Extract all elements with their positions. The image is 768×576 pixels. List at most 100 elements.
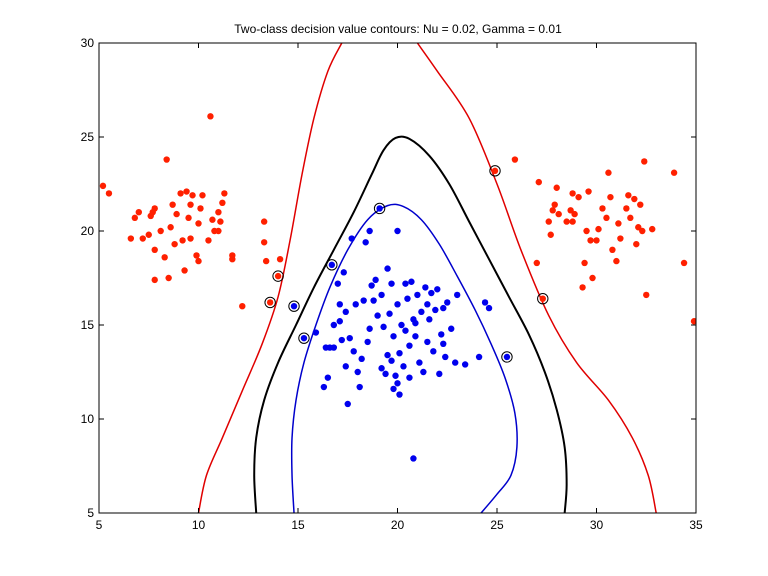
data-point-series-1-62 bbox=[434, 286, 441, 293]
data-point-series-0-92 bbox=[641, 158, 648, 165]
data-point-series-0-73 bbox=[589, 274, 596, 282]
data-point-series-1-30 bbox=[378, 291, 385, 299]
data-point-series-1-82 bbox=[394, 380, 401, 387]
support-vector-ring-4 bbox=[326, 259, 338, 271]
support-vector-ring-0 bbox=[264, 296, 276, 309]
data-point-series-1-21 bbox=[360, 297, 367, 304]
data-point-series-0-27 bbox=[189, 192, 196, 199]
data-point-series-1-47 bbox=[406, 342, 413, 349]
data-point-series-1-13 bbox=[342, 363, 349, 370]
data-point-series-1-86 bbox=[440, 340, 447, 347]
x-tick-label-5: 30 bbox=[590, 518, 604, 532]
data-point-series-0-46 bbox=[260, 239, 268, 246]
data-point-series-1-27 bbox=[372, 276, 379, 284]
points-layer bbox=[99, 113, 696, 462]
data-point-series-0-76 bbox=[599, 205, 606, 212]
data-point-series-1-41 bbox=[396, 350, 403, 357]
data-point-series-0-43 bbox=[229, 252, 236, 259]
data-point-series-1-63 bbox=[436, 370, 443, 378]
data-point-series-1-18 bbox=[350, 348, 357, 355]
data-point-series-1-85 bbox=[424, 301, 431, 308]
contours-layer bbox=[197, 43, 657, 513]
data-point-series-0-83 bbox=[617, 235, 624, 242]
data-point-series-1-4 bbox=[324, 374, 332, 381]
data-point-series-1-54 bbox=[418, 308, 425, 316]
data-point-series-1-3 bbox=[320, 383, 328, 391]
data-point-series-0-22 bbox=[181, 267, 188, 274]
data-point-series-0-61 bbox=[555, 210, 562, 218]
data-point-series-0-23 bbox=[183, 188, 190, 195]
data-point-series-1-24 bbox=[366, 227, 373, 235]
data-point-series-0-86 bbox=[627, 214, 634, 222]
y-tick-label-5: 30 bbox=[81, 36, 95, 50]
data-point-series-1-70 bbox=[454, 291, 461, 299]
data-point-series-0-71 bbox=[585, 188, 592, 195]
data-point-series-1-11 bbox=[338, 336, 345, 344]
data-point-series-1-25 bbox=[368, 282, 375, 289]
data-point-series-0-54 bbox=[535, 178, 542, 186]
data-point-series-0-38 bbox=[215, 209, 222, 216]
data-point-series-1-51 bbox=[412, 333, 419, 340]
data-point-series-0-0 bbox=[99, 182, 107, 190]
data-point-series-0-13 bbox=[161, 254, 168, 261]
data-point-series-0-20 bbox=[177, 190, 184, 197]
y-tick-label-1: 10 bbox=[81, 412, 95, 426]
data-point-series-0-70 bbox=[583, 227, 590, 235]
data-point-series-1-71 bbox=[461, 361, 469, 368]
data-point-series-0-16 bbox=[167, 224, 174, 231]
data-point-series-0-10 bbox=[151, 246, 158, 253]
data-point-series-1-81 bbox=[388, 357, 395, 364]
data-point-series-1-7 bbox=[330, 344, 338, 351]
data-point-series-0-17 bbox=[169, 201, 176, 208]
data-point-series-0-84 bbox=[623, 205, 630, 212]
data-point-series-0-51 bbox=[491, 167, 499, 175]
data-point-series-1-35 bbox=[388, 280, 395, 287]
data-point-series-0-26 bbox=[187, 235, 194, 242]
data-point-series-0-77 bbox=[603, 214, 610, 222]
data-point-series-1-66 bbox=[442, 353, 449, 361]
data-point-series-1-48 bbox=[408, 278, 415, 285]
data-point-series-1-46 bbox=[404, 295, 411, 302]
data-point-series-0-48 bbox=[266, 299, 274, 306]
data-point-series-1-53 bbox=[416, 359, 423, 366]
data-point-series-0-75 bbox=[595, 225, 602, 233]
data-point-series-1-6 bbox=[328, 261, 336, 269]
data-point-series-0-65 bbox=[569, 218, 576, 225]
support-vector-ring-3 bbox=[298, 332, 310, 344]
data-point-series-1-38 bbox=[392, 372, 399, 379]
data-point-series-1-52 bbox=[414, 291, 421, 299]
x-tick-label-4: 25 bbox=[490, 518, 504, 532]
data-point-series-1-19 bbox=[354, 368, 361, 376]
data-point-series-0-57 bbox=[547, 231, 554, 238]
data-point-series-0-89 bbox=[635, 224, 642, 231]
data-point-series-0-19 bbox=[173, 210, 180, 218]
data-point-series-1-1 bbox=[300, 334, 308, 342]
data-point-series-1-68 bbox=[448, 325, 455, 332]
data-point-series-0-21 bbox=[179, 237, 186, 244]
y-tick-label-4: 25 bbox=[81, 130, 95, 144]
y-tick-label-0: 5 bbox=[87, 506, 94, 520]
data-point-series-1-12 bbox=[340, 269, 347, 276]
plot-background bbox=[99, 43, 696, 513]
data-point-series-0-15 bbox=[165, 274, 172, 282]
data-point-series-0-81 bbox=[613, 257, 620, 265]
data-point-series-0-39 bbox=[217, 218, 224, 225]
data-point-series-0-12 bbox=[157, 227, 164, 235]
data-point-series-1-78 bbox=[356, 383, 363, 391]
data-point-series-1-22 bbox=[362, 239, 369, 246]
x-tick-label-6: 35 bbox=[689, 518, 703, 532]
data-point-series-1-44 bbox=[400, 363, 407, 370]
data-point-series-0-6 bbox=[145, 231, 152, 238]
data-point-series-1-73 bbox=[481, 299, 489, 306]
data-point-series-1-31 bbox=[380, 323, 387, 331]
data-point-series-1-69 bbox=[452, 359, 459, 366]
data-point-series-0-74 bbox=[593, 237, 600, 244]
data-point-series-0-56 bbox=[545, 218, 552, 225]
support-vector-ring-1 bbox=[272, 270, 284, 282]
data-point-series-0-1 bbox=[105, 190, 113, 197]
x-tick-label-3: 20 bbox=[391, 518, 405, 532]
data-point-series-1-77 bbox=[352, 301, 359, 308]
data-point-series-1-28 bbox=[374, 312, 381, 319]
data-point-series-0-67 bbox=[575, 193, 582, 201]
